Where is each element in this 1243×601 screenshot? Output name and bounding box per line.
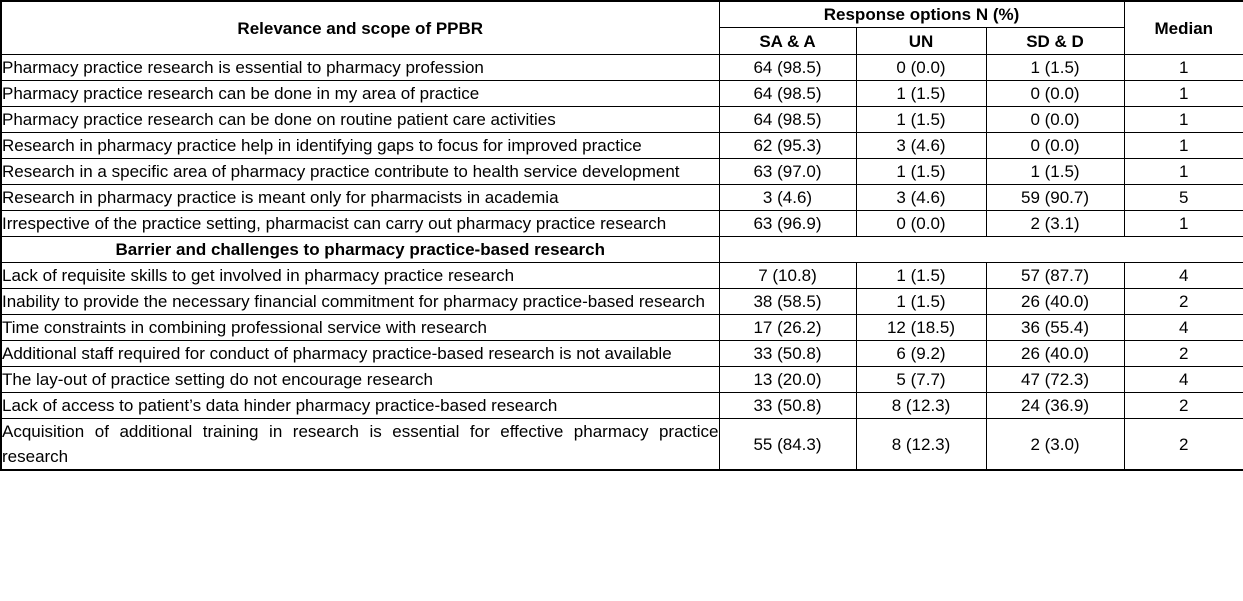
sd-d-value-cell: 1 (1.5) (985, 54, 1125, 81)
median-value-cell: 5 (1123, 184, 1243, 211)
header-row-sub: SA & A UN SD & D (1, 27, 1243, 55)
statement-cell: Research in pharmacy practice help in id… (0, 132, 720, 159)
table-row: Additional staff required for conduct of… (0, 340, 1243, 367)
sa-a-value-cell: 17 (26.2) (718, 314, 857, 341)
sd-d-value-cell: 1 (1.5) (985, 158, 1125, 185)
un-value-cell: 5 (7.7) (855, 366, 987, 393)
table-body: Pharmacy practice research is essential … (0, 54, 1243, 471)
statement-cell: Additional staff required for conduct of… (0, 340, 720, 367)
median-value-cell: 1 (1123, 158, 1243, 185)
table-header: Relevance and scope of PPBR Response opt… (0, 0, 1243, 55)
median-value-cell: 4 (1123, 366, 1243, 393)
un-value-cell: 0 (0.0) (855, 54, 987, 81)
sd-d-value-cell: 36 (55.4) (985, 314, 1125, 341)
table-row: Pharmacy practice research can be done i… (0, 80, 1243, 107)
column-header-response-options: Response options N (%) (718, 0, 1125, 28)
sd-d-value-cell: 0 (0.0) (985, 80, 1125, 107)
column-header-sa-a: SA & A (718, 27, 857, 55)
statement-cell: Research in a specific area of pharmacy … (0, 158, 720, 185)
sa-a-value-cell: 64 (98.5) (718, 54, 857, 81)
table-row: Time constraints in combining profession… (0, 314, 1243, 341)
median-value-cell: 1 (1123, 54, 1243, 81)
statement-cell: Pharmacy practice research can be done i… (0, 80, 720, 107)
statement-cell: Research in pharmacy practice is meant o… (0, 184, 720, 211)
statement-cell: Lack of access to patient’s data hinder … (0, 392, 720, 419)
median-value-cell: 2 (1123, 418, 1243, 471)
un-value-cell: 3 (4.6) (855, 184, 987, 211)
column-header-sd-d: SD & D (985, 27, 1125, 55)
sd-d-value-cell: 26 (40.0) (985, 288, 1125, 315)
median-value-cell: 1 (1123, 132, 1243, 159)
un-value-cell: 1 (1.5) (855, 80, 987, 107)
table-row: Pharmacy practice research can be done o… (0, 106, 1243, 133)
sd-d-value-cell: 24 (36.9) (985, 392, 1125, 419)
sa-a-value-cell: 55 (84.3) (718, 418, 857, 471)
median-value-cell: 1 (1123, 80, 1243, 107)
sd-d-value-cell: 0 (0.0) (985, 132, 1125, 159)
statement-cell: The lay-out of practice setting do not e… (0, 366, 720, 393)
sa-a-value-cell: 33 (50.8) (718, 340, 857, 367)
un-value-cell: 0 (0.0) (855, 210, 987, 237)
column-header-median: Median (1123, 0, 1243, 55)
table-row: The lay-out of practice setting do not e… (0, 366, 1243, 393)
sd-d-value-cell: 47 (72.3) (985, 366, 1125, 393)
sa-a-value-cell: 13 (20.0) (718, 366, 857, 393)
sa-a-value-cell: 63 (97.0) (718, 158, 857, 185)
statement-cell: Irrespective of the practice setting, ph… (0, 210, 720, 237)
sa-a-value-cell: 63 (96.9) (718, 210, 857, 237)
median-value-cell: 2 (1123, 392, 1243, 419)
un-value-cell: 1 (1.5) (855, 262, 987, 289)
statement-cell: Pharmacy practice research can be done o… (0, 106, 720, 133)
table-row: Research in a specific area of pharmacy … (0, 158, 1243, 185)
sd-d-value-cell: 2 (3.0) (985, 418, 1125, 471)
un-value-cell: 1 (1.5) (855, 106, 987, 133)
empty-cell (718, 236, 1243, 263)
statement-cell: Time constraints in combining profession… (0, 314, 720, 341)
un-value-cell: 1 (1.5) (855, 288, 987, 315)
un-value-cell: 3 (4.6) (855, 132, 987, 159)
sa-a-value-cell: 38 (58.5) (718, 288, 857, 315)
un-value-cell: 8 (12.3) (855, 418, 987, 471)
header-row-group: Relevance and scope of PPBR Response opt… (0, 0, 1243, 55)
sd-d-value-cell: 59 (90.7) (985, 184, 1125, 211)
median-value-cell: 4 (1123, 262, 1243, 289)
median-value-cell: 4 (1123, 314, 1243, 341)
table-row: Research in pharmacy practice is meant o… (0, 184, 1243, 211)
section-title: Barrier and challenges to pharmacy pract… (0, 236, 720, 263)
statement-cell: Acquisition of additional training in re… (0, 418, 720, 471)
section-row: Barrier and challenges to pharmacy pract… (0, 236, 1243, 263)
column-header-relevance-scope: Relevance and scope of PPBR (0, 0, 720, 55)
table-row: Irrespective of the practice setting, ph… (0, 210, 1243, 237)
statement-cell: Lack of requisite skills to get involved… (0, 262, 720, 289)
un-value-cell: 12 (18.5) (855, 314, 987, 341)
table-row: Lack of requisite skills to get involved… (0, 262, 1243, 289)
sa-a-value-cell: 64 (98.5) (718, 80, 857, 107)
median-value-cell: 2 (1123, 288, 1243, 315)
sa-a-value-cell: 62 (95.3) (718, 132, 857, 159)
table-row: Inability to provide the necessary finan… (0, 288, 1243, 315)
median-value-cell: 1 (1123, 210, 1243, 237)
sd-d-value-cell: 2 (3.1) (985, 210, 1125, 237)
table-row: Lack of access to patient’s data hinder … (0, 392, 1243, 419)
un-value-cell: 1 (1.5) (855, 158, 987, 185)
column-header-un: UN (855, 27, 987, 55)
sa-a-value-cell: 33 (50.8) (718, 392, 857, 419)
sa-a-value-cell: 7 (10.8) (718, 262, 857, 289)
median-value-cell: 1 (1123, 106, 1243, 133)
median-value-cell: 2 (1123, 340, 1243, 367)
table-row: Acquisition of additional training in re… (0, 418, 1243, 471)
table-row: Research in pharmacy practice help in id… (0, 132, 1243, 159)
un-value-cell: 6 (9.2) (855, 340, 987, 367)
un-value-cell: 8 (12.3) (855, 392, 987, 419)
sa-a-value-cell: 3 (4.6) (718, 184, 857, 211)
sd-d-value-cell: 0 (0.0) (985, 106, 1125, 133)
table-row: Pharmacy practice research is essential … (0, 54, 1243, 81)
statement-cell: Pharmacy practice research is essential … (0, 54, 720, 81)
ppbr-results-table: Relevance and scope of PPBR Response opt… (0, 0, 1243, 471)
sd-d-value-cell: 26 (40.0) (985, 340, 1125, 367)
statement-cell: Inability to provide the necessary finan… (0, 288, 720, 315)
sd-d-value-cell: 57 (87.7) (985, 262, 1125, 289)
sa-a-value-cell: 64 (98.5) (718, 106, 857, 133)
